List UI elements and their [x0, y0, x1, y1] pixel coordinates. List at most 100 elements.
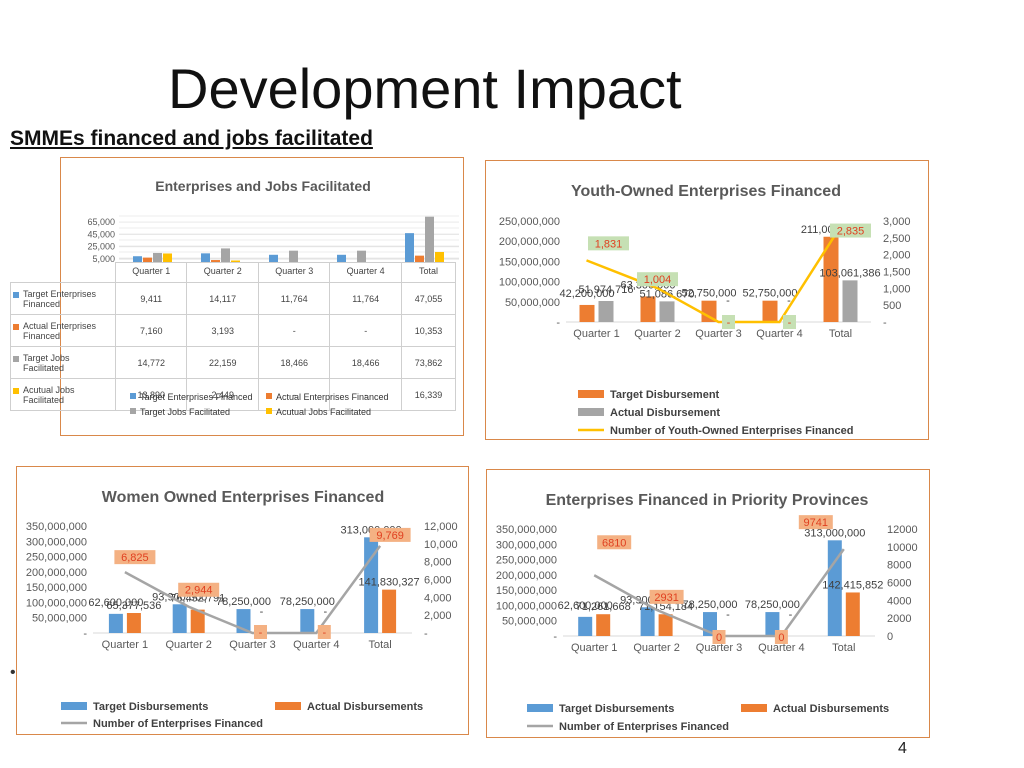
bar-0-4 — [827, 540, 842, 636]
x-tick-label: Quarter 2 — [165, 639, 211, 651]
x-tick-label: Quarter 3 — [229, 639, 275, 651]
bar-value-label: - — [789, 609, 793, 621]
line-label-bg — [588, 236, 629, 251]
bar-value-label: 52,750,000 — [742, 288, 797, 300]
chart-enterprises-jobs: Enterprises and Jobs Facilitated 65,000 45… — [87, 178, 459, 264]
bar-2-1 — [221, 248, 230, 262]
bar-0-1 — [201, 253, 210, 262]
legend-swatch — [578, 390, 604, 398]
y-tick-label: 200,000,000 — [26, 567, 87, 579]
x-tick-label: Total — [829, 328, 852, 340]
line-label-bg — [722, 315, 735, 329]
chart-priority-provinces: Enterprises Financed in Priority Provinc… — [496, 492, 918, 733]
legend-item: Actual Enterprises Financed — [266, 390, 402, 405]
y-tick-label: 100,000,000 — [496, 600, 557, 612]
table-cell: - — [257, 314, 331, 347]
table-cell: 3,193 — [186, 314, 259, 347]
y2-tick-label: 2,000 — [424, 610, 452, 622]
y-tick-label: 25,000 — [87, 242, 115, 252]
bar-1-0 — [126, 613, 141, 633]
bar-3-1 — [231, 260, 240, 262]
line-value-label: - — [727, 317, 731, 329]
y2-tick-label: 4,000 — [424, 592, 452, 604]
y2-tick-label: - — [424, 628, 428, 640]
y2-tick-label: 500 — [883, 300, 901, 312]
y-tick-label: 200,000,000 — [496, 570, 557, 582]
table-cell: 13,890 — [114, 378, 188, 411]
legend-text: Acutual Jobs Facilitated — [276, 407, 372, 417]
bar-value-label: 141,830,327 — [359, 577, 420, 589]
table-header-cell: Quarter 3 — [257, 262, 331, 283]
line-label-bg — [830, 223, 871, 238]
table-cell: 18,466 — [329, 346, 402, 379]
line-label-bg — [597, 535, 632, 550]
x-tick-label: Total — [832, 642, 855, 654]
bar-value-label: 142,415,852 — [822, 579, 883, 591]
bar-value-label: - — [260, 606, 264, 618]
data-table-enterprises-jobs: Quarter 1 Quarter 2 Quarter 3 Quarter 4 … — [10, 262, 457, 440]
line-label-bg — [114, 550, 156, 565]
legend-swatch — [527, 704, 553, 712]
line-value-label: 9,769 — [376, 530, 404, 542]
bar-0-1 — [640, 296, 656, 322]
table-cell: 10,353 — [400, 314, 457, 347]
bar-3-0 — [163, 253, 172, 262]
legend-text: Target Enterprises Financed — [140, 392, 253, 402]
bar-1-4 — [382, 589, 397, 633]
line-label-bg — [712, 630, 726, 644]
x-tick-label: Quarter 3 — [695, 328, 741, 340]
slide-subtitle: SMMEs financed and jobs facilitated — [10, 127, 373, 150]
line-label-bg — [254, 625, 267, 639]
line-label-bg — [178, 582, 220, 597]
y-tick-label: 300,000,000 — [26, 536, 87, 548]
y-tick-label: 100,000,000 — [499, 277, 560, 289]
legend-key — [13, 355, 19, 362]
line-value-label: - — [322, 627, 326, 639]
line-label-bg — [783, 315, 796, 329]
bar-0-1 — [172, 604, 187, 633]
table-header-row: Quarter 1 Quarter 2 Quarter 3 Quarter 4 … — [11, 262, 457, 283]
legend-text: Actual Enterprises Financed — [276, 392, 389, 402]
bar-0-3 — [300, 609, 315, 633]
line-value-label: 6,825 — [121, 552, 149, 564]
table-corner — [11, 263, 116, 283]
line-value-label: 6810 — [602, 537, 626, 549]
x-tick-label: Quarter 4 — [293, 639, 339, 651]
legend-key — [13, 387, 19, 394]
y2-tick-label: 2000 — [887, 613, 911, 625]
x-tick-label: Quarter 1 — [102, 639, 148, 651]
bar-value-label: 42,200,000 — [559, 288, 614, 300]
y2-tick-label: 0 — [887, 631, 893, 643]
y2-tick-label: 2,000 — [883, 250, 911, 262]
line-series — [593, 548, 845, 638]
bar-1-1 — [658, 614, 673, 636]
row-label-text: Target Enterprises Financed — [23, 288, 97, 309]
page-number: 4 — [898, 740, 907, 757]
line-value-label: 0 — [716, 632, 722, 644]
legend-text: Number of Enterprises Financed — [559, 721, 729, 733]
x-tick-label: Quarter 2 — [633, 642, 679, 654]
line-value-label: 0 — [778, 632, 784, 644]
y2-tick-label: 4000 — [887, 595, 911, 607]
legend-key — [13, 291, 19, 298]
table-cell: - — [329, 314, 402, 347]
x-tick-label: Quarter 3 — [696, 642, 742, 654]
bar-value-label: 71,261,668 — [576, 601, 631, 613]
chart-women-owned: Women Owned Enterprises Financed 350,000,… — [26, 489, 458, 730]
y-tick-label: 200,000,000 — [499, 236, 560, 248]
bar-value-label: 103,061,386 — [819, 267, 880, 279]
table-row: Target Enterprises Financed 9,411 14,117 11… — [10, 282, 457, 315]
bar-value-label: - — [726, 295, 730, 307]
bar-1-0 — [596, 614, 611, 636]
legend-text: Target Disbursements — [93, 701, 208, 713]
y-tick-label: 250,000,000 — [496, 555, 557, 567]
row-label-text: Target Jobs Facilitated — [23, 352, 70, 373]
y-tick-label: 350,000,000 — [26, 521, 87, 533]
bar-value-label: - — [323, 606, 327, 618]
legend-text: Target Disbursements — [559, 703, 674, 715]
bar-value-label: 65,377,536 — [106, 600, 161, 612]
x-tick-label: Quarter 1 — [573, 328, 619, 340]
table-cell: 14,772 — [114, 346, 188, 379]
chart-legend: Target Enterprises Financed Actual Enterp… — [130, 390, 410, 420]
bullet-mark: • — [10, 664, 16, 681]
